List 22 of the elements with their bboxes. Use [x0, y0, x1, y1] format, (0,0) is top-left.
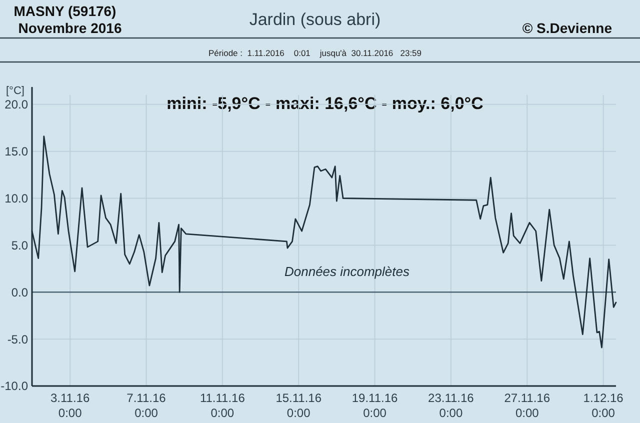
y-tick-label: 20.0: [4, 98, 28, 112]
y-tick-label: -5.0: [7, 332, 28, 346]
y-tick-label: -10.0: [0, 379, 28, 394]
y-tick-label: 5.0: [11, 238, 28, 252]
y-axis-title: [°C]: [6, 85, 24, 97]
x-tick-label: 19.11.16 0:00: [352, 391, 398, 420]
text: MASNY (59176): [14, 3, 116, 19]
text: © S.Devienne: [522, 20, 612, 36]
x-tick-label: 11.11.16 0:00: [200, 391, 246, 420]
chart-title: Jardin (sous abri): [249, 10, 381, 29]
x-tick-label: 23.11.16 0:00: [428, 391, 474, 420]
x-tick-label: 27.11.16 0:00: [504, 391, 550, 420]
x-tick-label: 15.11.16 0:00: [276, 391, 322, 420]
x-tick-label: 7.11.16 0:00: [126, 391, 166, 420]
annotation: Données incomplètes: [284, 264, 410, 279]
chart-subtitle: Période : 1.11.2016 0:01 jusqu'à 30.11.2016 23:59: [208, 48, 422, 58]
text: Novembre 2016: [18, 20, 122, 36]
x-tick-label: 3.11.16 0:00: [50, 391, 90, 420]
y-tick-label: 15.0: [4, 144, 28, 159]
y-tick-label: 10.0: [4, 191, 28, 206]
x-tick-label: 1.12.16 0:00: [583, 391, 624, 420]
y-tick-label: 0.0: [11, 285, 28, 300]
